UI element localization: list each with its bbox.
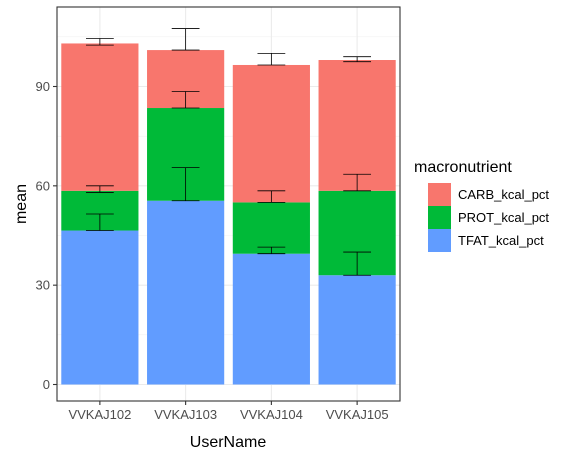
x-axis: VVKAJ102 VVKAJ103 VVKAJ104 VVKAJ105 — [68, 401, 389, 422]
x-tick-label: VVKAJ103 — [154, 407, 217, 422]
y-tick-label: 90 — [36, 79, 50, 94]
plot-border — [56, 6, 401, 402]
legend-label-CARB_kcal_pct: CARB_kcal_pct — [458, 187, 549, 202]
error-bar-PROT_kcal_pct-VVKAJ102 — [85, 185, 114, 193]
error-bar-TFAT_kcal_pct-VVKAJ104 — [257, 246, 286, 255]
error-bar-TFAT_kcal_pct-VVKAJ102 — [85, 213, 114, 231]
x-axis-title: UserName — [190, 434, 267, 451]
bar-PROT_kcal_pct-VVKAJ104 — [232, 202, 310, 254]
bar-TFAT_kcal_pct-VVKAJ103 — [147, 200, 225, 385]
error-bar-CARB_kcal_pct-VVKAJ102 — [85, 38, 114, 46]
y-axis-title: mean — [13, 184, 30, 224]
y-tick-label: 60 — [36, 178, 50, 193]
bar-TFAT_kcal_pct-VVKAJ105 — [318, 275, 396, 385]
legend-title: macronutrient — [414, 159, 512, 176]
y-axis: 0 30 60 90 — [36, 79, 57, 392]
error-bar-CARB_kcal_pct-VVKAJ103 — [171, 28, 200, 51]
bar-CARB_kcal_pct-VVKAJ102 — [61, 43, 139, 191]
x-tick-label: VVKAJ102 — [68, 407, 131, 422]
legend-label-TFAT_kcal_pct: TFAT_kcal_pct — [458, 233, 544, 248]
error-bar-TFAT_kcal_pct-VVKAJ103 — [171, 167, 200, 202]
error-bar-PROT_kcal_pct-VVKAJ104 — [257, 190, 286, 203]
error-bars — [85, 28, 372, 276]
bar-CARB_kcal_pct-VVKAJ104 — [232, 64, 310, 203]
error-bar-CARB_kcal_pct-VVKAJ104 — [257, 52, 286, 66]
legend-swatch-CARB_kcal_pct — [428, 183, 451, 206]
bar-CARB_kcal_pct-VVKAJ105 — [318, 60, 396, 191]
error-bar-PROT_kcal_pct-VVKAJ103 — [171, 91, 200, 109]
legend: macronutrient CARB_kcal_pct PROT_kcal_pct… — [414, 159, 549, 252]
error-bar-TFAT_kcal_pct-VVKAJ105 — [343, 251, 372, 276]
bar-TFAT_kcal_pct-VVKAJ102 — [61, 230, 139, 385]
bar-TFAT_kcal_pct-VVKAJ104 — [232, 253, 310, 385]
legend-swatch-PROT_kcal_pct — [428, 206, 451, 229]
y-tick-label: 30 — [36, 278, 50, 293]
error-bar-PROT_kcal_pct-VVKAJ105 — [343, 173, 372, 192]
x-tick-label: VVKAJ104 — [240, 407, 303, 422]
legend-swatch-TFAT_kcal_pct — [428, 229, 451, 252]
y-tick-label: 0 — [43, 377, 50, 392]
error-bar-CARB_kcal_pct-VVKAJ105 — [343, 56, 372, 63]
legend-label-PROT_kcal_pct: PROT_kcal_pct — [458, 210, 549, 225]
x-tick-label: VVKAJ105 — [326, 407, 389, 422]
